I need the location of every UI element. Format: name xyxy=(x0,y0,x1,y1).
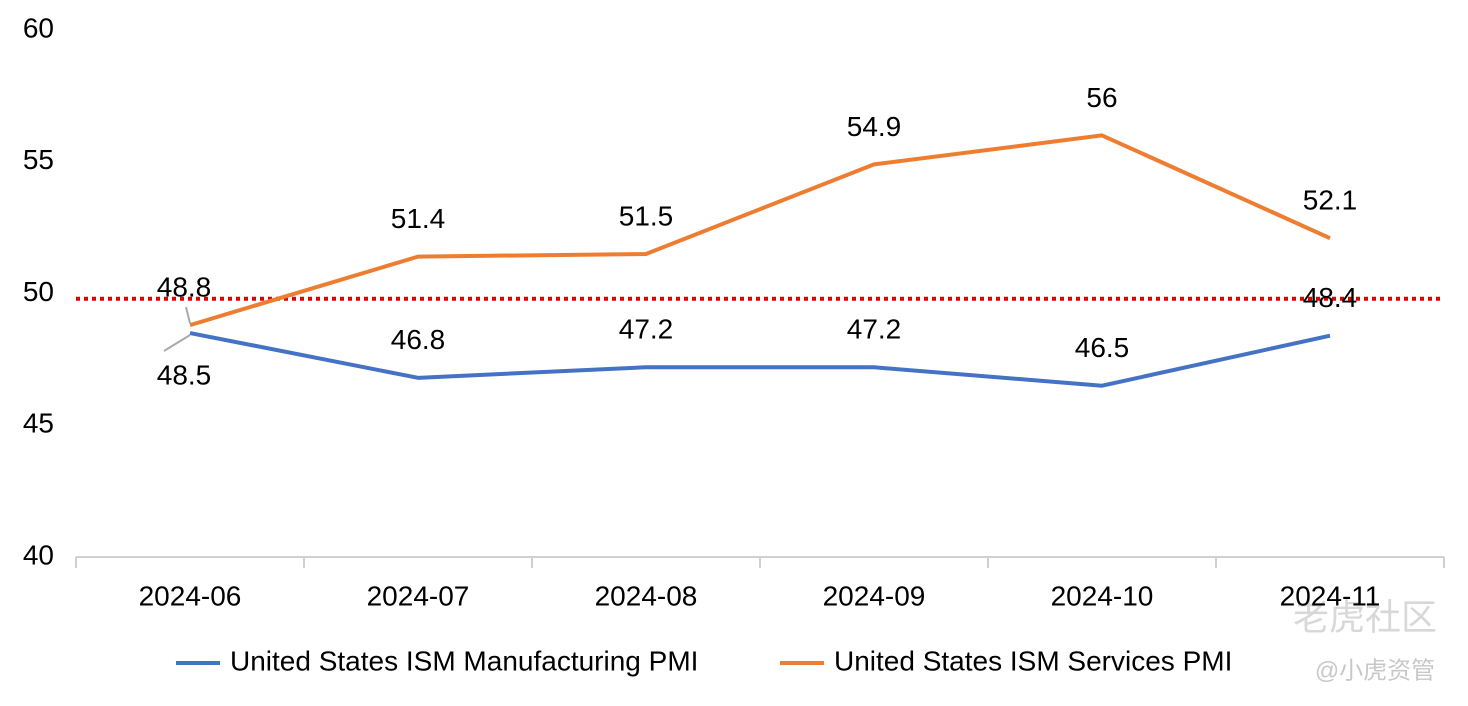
x-tick-label: 2024-08 xyxy=(595,580,698,611)
data-label: 48.4 xyxy=(1303,282,1358,313)
y-tick-label: 40 xyxy=(23,539,54,570)
legend-label: United States ISM Services PMI xyxy=(834,645,1232,676)
legend-label: United States ISM Manufacturing PMI xyxy=(230,645,698,676)
data-label: 48.8 xyxy=(157,272,212,303)
leader-line xyxy=(185,306,191,324)
x-tick-label: 2024-07 xyxy=(367,580,470,611)
data-label: 51.5 xyxy=(619,200,674,231)
series-line xyxy=(189,133,1331,328)
y-tick-label: 60 xyxy=(23,12,54,43)
x-tick-label: 2024-06 xyxy=(139,580,242,611)
data-label: 48.5 xyxy=(157,359,212,390)
watermark: @小虎资管 xyxy=(1315,657,1435,684)
data-label: 47.2 xyxy=(847,314,902,345)
y-tick-label: 55 xyxy=(23,144,54,175)
data-label: 54.9 xyxy=(847,111,902,142)
y-tick-label: 45 xyxy=(23,408,54,439)
x-tick-label: 2024-11 xyxy=(1280,580,1381,611)
data-label: 52.1 xyxy=(1303,185,1358,216)
x-tick-label: 2024-09 xyxy=(823,580,926,611)
data-label: 51.4 xyxy=(391,203,446,234)
watermark: 老虎社区 xyxy=(1293,597,1437,638)
data-label: 47.2 xyxy=(619,314,674,345)
data-label: 46.5 xyxy=(1075,332,1130,363)
data-label: 46.8 xyxy=(391,324,446,355)
y-tick-label: 50 xyxy=(23,276,54,307)
data-label: 56 xyxy=(1086,82,1117,113)
x-tick-label: 2024-10 xyxy=(1051,580,1154,611)
series-line xyxy=(189,331,1331,388)
leader-line xyxy=(163,334,191,352)
